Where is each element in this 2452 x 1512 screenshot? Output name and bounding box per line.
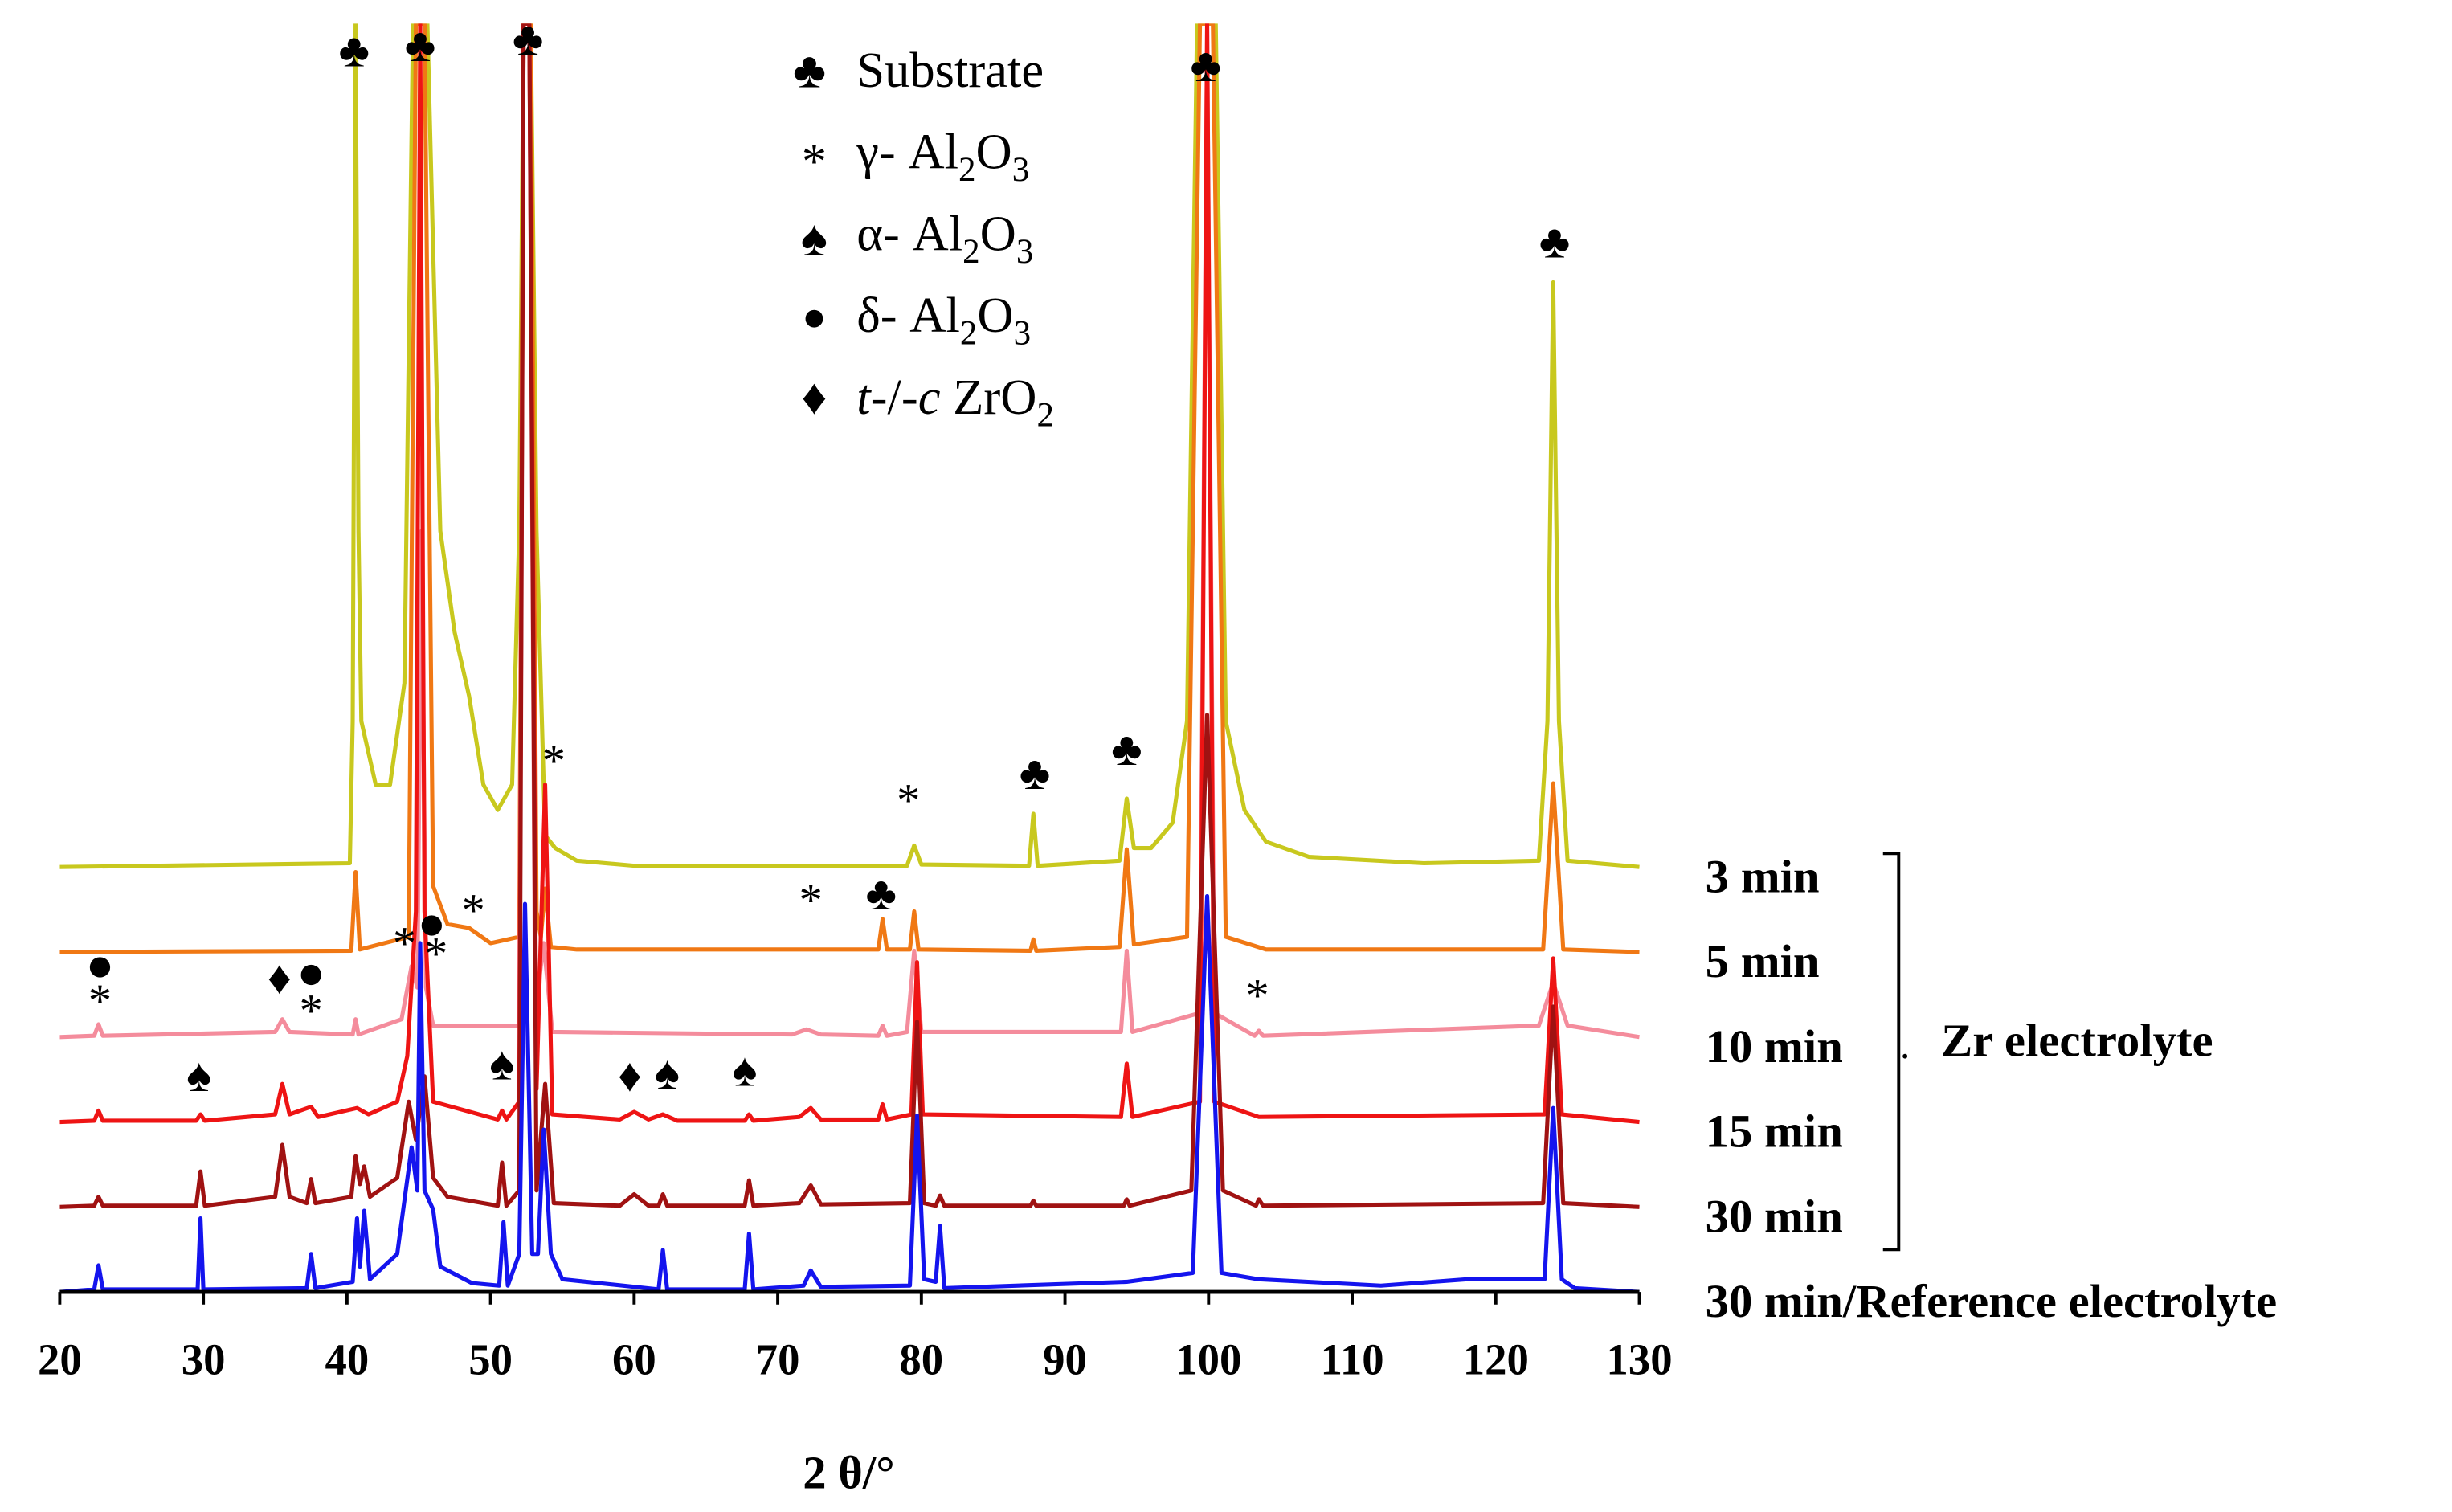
legend-symbol: ♠ [801, 210, 828, 267]
peak-marker: ♠ [655, 1047, 680, 1099]
peak-marker: * [1245, 969, 1269, 1021]
legend-label: t-/-c ZrO2 [856, 369, 1054, 434]
peak-marker: ● [296, 946, 325, 999]
legend: ♣ Substrate * γ- Al2O3 ♠ α- Al2O3 ● δ- A… [793, 42, 1054, 434]
peak-marker: ♣ [513, 13, 544, 65]
peak-marker: ♠ [489, 1038, 514, 1090]
peak-marker: ♦ [618, 1049, 642, 1101]
legend-symbol: ● [802, 295, 827, 340]
series-label: 3 min [1706, 850, 1820, 902]
peak-marker: ♠ [732, 1044, 757, 1097]
series-line [59, 23, 1640, 954]
x-tick-label: 40 [325, 1335, 369, 1384]
x-tick-label: 110 [1320, 1335, 1383, 1384]
peak-marker: ♣ [1539, 216, 1571, 268]
peak-marker: ♠ [186, 1049, 211, 1101]
legend-symbol: ♣ [793, 42, 826, 98]
x-tick-label: 120 [1463, 1335, 1529, 1384]
legend-label: δ- Al2O3 [856, 287, 1031, 352]
peak-marker: ♣ [405, 19, 436, 72]
x-tick-label: 20 [38, 1335, 82, 1384]
peak-marker: ♣ [1190, 39, 1221, 92]
group-label: Zr electrolyte [1941, 1014, 2213, 1066]
peak-marker: * [393, 917, 416, 970]
legend-label: Substrate [856, 42, 1044, 98]
x-tick-label: 100 [1175, 1335, 1241, 1384]
x-tick-label: 60 [612, 1335, 656, 1384]
series-label: 5 min [1706, 935, 1820, 987]
peak-marker: * [542, 734, 566, 787]
series-line [59, 894, 1640, 1294]
peak-marker: ♣ [1020, 747, 1051, 799]
series-label: 30 min [1706, 1190, 1843, 1242]
x-tick-label: 50 [468, 1335, 513, 1384]
legend-label: α- Al2O3 [856, 206, 1033, 271]
x-axis-label: 2 θ/° [803, 1446, 894, 1498]
peak-marker: ● [418, 897, 446, 949]
x-tick-label: 130 [1606, 1335, 1672, 1384]
peak-marker: ♦ [268, 951, 292, 1003]
peak-marker: ♣ [339, 24, 370, 76]
peak-marker: ● [86, 939, 114, 991]
x-tick-label: 30 [182, 1335, 226, 1384]
series-line [59, 23, 1640, 869]
series-label: 10 min [1706, 1020, 1843, 1073]
series-line [59, 23, 1640, 1209]
legend-symbol: ♦ [801, 369, 827, 425]
series-label: 15 min [1706, 1105, 1843, 1158]
peak-marker: * [461, 885, 484, 937]
peak-marker: * [897, 774, 920, 826]
peak-marker: * [799, 874, 823, 926]
peak-marker: * [424, 927, 447, 979]
series-label: 30 min/Reference electrolyte [1706, 1275, 2278, 1327]
legend-label: γ- Al2O3 [856, 124, 1029, 189]
peak-marker: ♣ [866, 868, 897, 920]
plot-area [59, 23, 1640, 1294]
x-tick-label: 90 [1043, 1335, 1087, 1384]
x-tick-label: 70 [756, 1335, 800, 1384]
series-line [59, 23, 1640, 1125]
peak-marker: * [88, 975, 112, 1027]
x-tick-label: 80 [899, 1335, 943, 1384]
bracket-dot [1902, 1053, 1908, 1059]
peak-marker: * [300, 984, 323, 1036]
bracket [1882, 852, 1901, 1252]
series-line [59, 23, 1640, 1040]
peak-marker: ♣ [1111, 723, 1142, 775]
legend-symbol: * [802, 133, 827, 190]
